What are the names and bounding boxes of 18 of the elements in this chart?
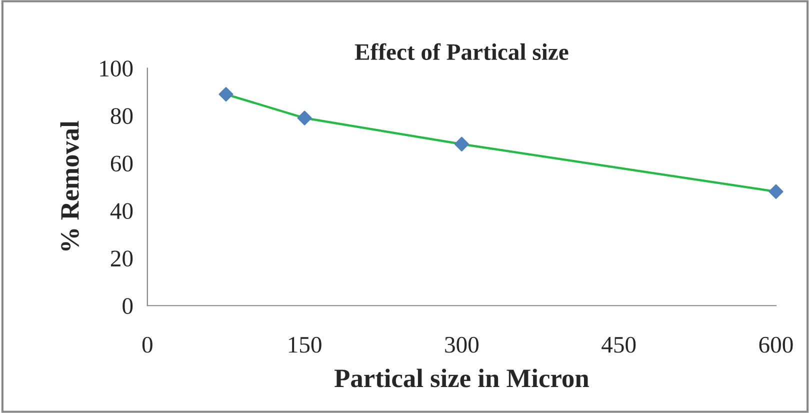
x-tick-label: 450 [602,336,636,353]
point [297,110,312,126]
chart-title: Effect of Partical size [354,43,568,60]
point [218,86,234,102]
point [454,136,469,152]
y-tick-label: 20 [110,250,133,267]
y-tick-label: 100 [100,60,133,77]
y-tick-label: 40 [110,203,133,220]
y-tick-label: 60 [110,156,133,172]
x-tick-label: 0 [142,336,152,353]
point [768,184,784,199]
y-tick-label: 0 [122,298,133,314]
x-axis-title: Partical size in Micron [334,368,589,388]
y-tick-label: 80 [110,108,133,124]
x-tick-label: 300 [445,336,479,353]
y-axis-title: % Removal [60,121,79,251]
x-tick-label: 600 [759,336,793,353]
x-tick-label: 150 [288,336,322,353]
